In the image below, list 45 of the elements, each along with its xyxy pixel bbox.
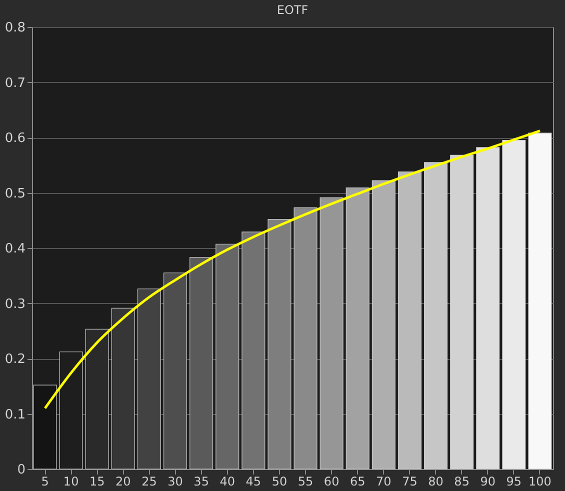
bar <box>320 197 344 470</box>
y-tick-label: 0.3 <box>4 296 26 312</box>
x-tick-label: 5 <box>41 474 49 488</box>
x-tick-label: 100 <box>528 474 552 488</box>
bar <box>372 180 396 470</box>
bar <box>528 132 552 470</box>
x-tick-label: 85 <box>454 474 470 488</box>
bar <box>242 232 266 470</box>
bar <box>346 187 370 470</box>
x-tick-label: 45 <box>246 474 262 488</box>
x-tick-label: 35 <box>194 474 209 488</box>
line-series <box>44 130 542 410</box>
x-tick-label: 50 <box>272 474 288 488</box>
x-tick-label: 70 <box>376 474 392 488</box>
chart-title: EOTF <box>276 3 308 17</box>
bar <box>85 328 109 470</box>
x-tick-label: 10 <box>63 474 79 488</box>
bar <box>137 288 161 470</box>
y-tick-label: 0.8 <box>4 20 26 36</box>
y-tick-label: 0.2 <box>4 352 26 367</box>
x-tick-label: 15 <box>89 474 105 488</box>
y-tick-label: 0.4 <box>4 242 26 256</box>
x-tick-label: 90 <box>480 474 496 488</box>
y-tick-label: 0 <box>17 462 26 478</box>
x-tick-label: 60 <box>324 474 340 488</box>
bar <box>476 147 500 470</box>
bar <box>450 154 474 470</box>
x-tick-label: 25 <box>142 474 157 488</box>
bar <box>398 171 422 470</box>
bar <box>424 162 448 470</box>
y-tick-label: 0.7 <box>4 76 26 91</box>
bar <box>111 308 135 470</box>
x-tick-label: 40 <box>220 474 236 488</box>
x-tick-label: 65 <box>350 474 366 488</box>
bar <box>502 140 526 470</box>
y-tick-label: 0.6 <box>4 131 26 146</box>
x-tick-label: 95 <box>506 474 522 488</box>
x-tick-label: 20 <box>116 474 131 488</box>
y-tick-label: 0.5 <box>4 186 26 202</box>
x-tick-label: 80 <box>428 474 444 488</box>
bar <box>216 244 240 470</box>
x-tick-label: 55 <box>298 474 314 488</box>
y-tick-label: 0.1 <box>4 407 26 422</box>
x-tick-label: 30 <box>168 474 183 488</box>
x-tick-label: 75 <box>402 474 418 488</box>
